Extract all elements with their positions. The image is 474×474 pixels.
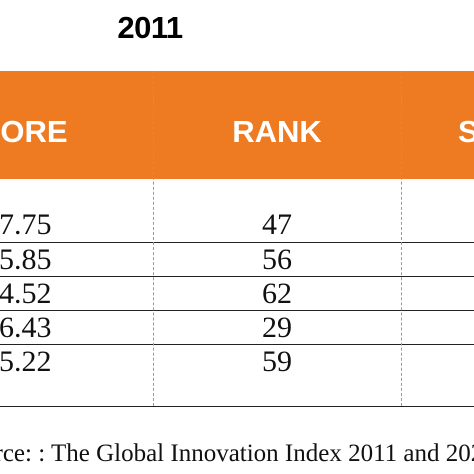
column-divider (153, 71, 154, 406)
rank-cell: 47 (262, 208, 292, 241)
table-row: 46.43 29 (0, 310, 474, 344)
rank-cell: 56 (262, 243, 292, 276)
header-rank: RANK (232, 114, 322, 149)
rank-cell: 29 (262, 311, 292, 344)
rank-cell: 62 (262, 277, 292, 310)
header-score: CORE (0, 114, 68, 149)
table-row: 37.75 47 (0, 208, 474, 241)
table-row: 35.85 56 (0, 242, 474, 276)
score-cell: 46.43 (0, 311, 52, 344)
data-table: CORE RANK S 37.75 47 35.85 56 34.52 62 4… (0, 71, 474, 406)
source-note: urce: : The Global Innovation Index 2011… (0, 440, 474, 467)
score-cell: 35.85 (0, 243, 52, 276)
score-cell: 34.52 (0, 277, 52, 310)
table-bottom-rule (0, 406, 474, 407)
year-heading: 2011 (117, 10, 183, 45)
column-divider (401, 71, 402, 406)
score-cell: 35.22 (0, 345, 52, 378)
score-cell: 37.75 (0, 208, 52, 241)
rank-cell: 59 (262, 345, 292, 378)
table-header: CORE RANK S (0, 71, 474, 179)
header-third-column: S (458, 114, 474, 149)
table-row: 35.22 59 (0, 344, 474, 378)
table-row: 34.52 62 (0, 276, 474, 310)
